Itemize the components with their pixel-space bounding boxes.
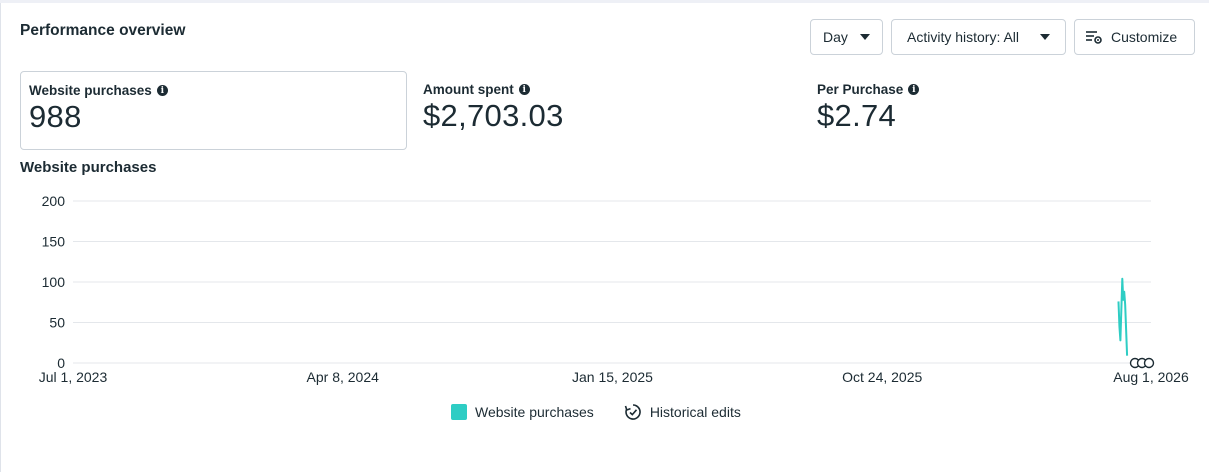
series-line (1117, 277, 1129, 356)
legend-item-website-purchases[interactable]: Website purchases (451, 404, 594, 420)
legend-label: Historical edits (649, 404, 741, 420)
metric-amount-spent[interactable]: Amount spent i $2,703.03 (415, 71, 795, 150)
info-icon[interactable]: i (908, 84, 920, 95)
x-tick-label: Apr 8, 2024 (307, 369, 380, 385)
legend-item-historical-edits[interactable]: Historical edits (624, 403, 741, 421)
x-tick-label: Oct 24, 2025 (842, 369, 922, 385)
x-tick-label: Jan 15, 2025 (572, 369, 653, 385)
info-icon[interactable]: i (156, 85, 168, 96)
y-tick-label: 150 (42, 234, 66, 250)
metric-website-purchases[interactable]: Website purchases i 988 (20, 71, 407, 150)
x-tick-label: Jul 1, 2023 (39, 369, 108, 385)
metric-label-row: Website purchases i (29, 83, 398, 98)
day-dropdown[interactable]: Day (810, 19, 883, 55)
legend-label: Website purchases (475, 404, 594, 420)
y-tick-label: 0 (57, 355, 65, 371)
info-icon[interactable]: i (518, 84, 530, 95)
customize-label: Customize (1111, 29, 1178, 45)
metric-label: Amount spent (423, 82, 514, 97)
history-icon (624, 404, 641, 420)
metric-value: 988 (29, 99, 82, 134)
chart-legend: Website purchases Historical edits (451, 403, 741, 421)
teal-square-icon (451, 404, 467, 420)
x-tick-label: Aug 1, 2026 (1113, 369, 1189, 385)
day-label: Day (823, 29, 848, 45)
metric-label: Website purchases (29, 83, 152, 98)
metric-label: Per Purchase (817, 82, 904, 97)
y-tick-label: 200 (42, 193, 66, 209)
toolbar: Day Activity history: All Customize (810, 19, 1195, 55)
caret-down-icon (1040, 34, 1050, 40)
metric-label-row: Per Purchase i (817, 82, 1181, 97)
page-title: Performance overview (20, 22, 186, 39)
metric-value: $2,703.03 (423, 98, 564, 133)
y-tick-label: 100 (42, 274, 66, 290)
performance-panel: Performance overview Day Activity histor… (0, 3, 1209, 472)
metric-per-purchase[interactable]: Per Purchase i $2.74 (809, 71, 1189, 150)
customize-icon (1086, 31, 1102, 44)
y-tick-label: 50 (49, 315, 65, 331)
activity-history-dropdown[interactable]: Activity history: All (891, 19, 1066, 55)
historical-edits-marker (1129, 357, 1155, 369)
metric-value: $2.74 (817, 98, 897, 133)
chart-title: Website purchases (20, 159, 157, 176)
caret-down-icon (860, 34, 870, 40)
customize-button[interactable]: Customize (1074, 19, 1195, 55)
activity-label: Activity history: All (907, 29, 1020, 45)
history-icon[interactable] (1143, 357, 1155, 369)
metric-label-row: Amount spent i (423, 82, 787, 97)
